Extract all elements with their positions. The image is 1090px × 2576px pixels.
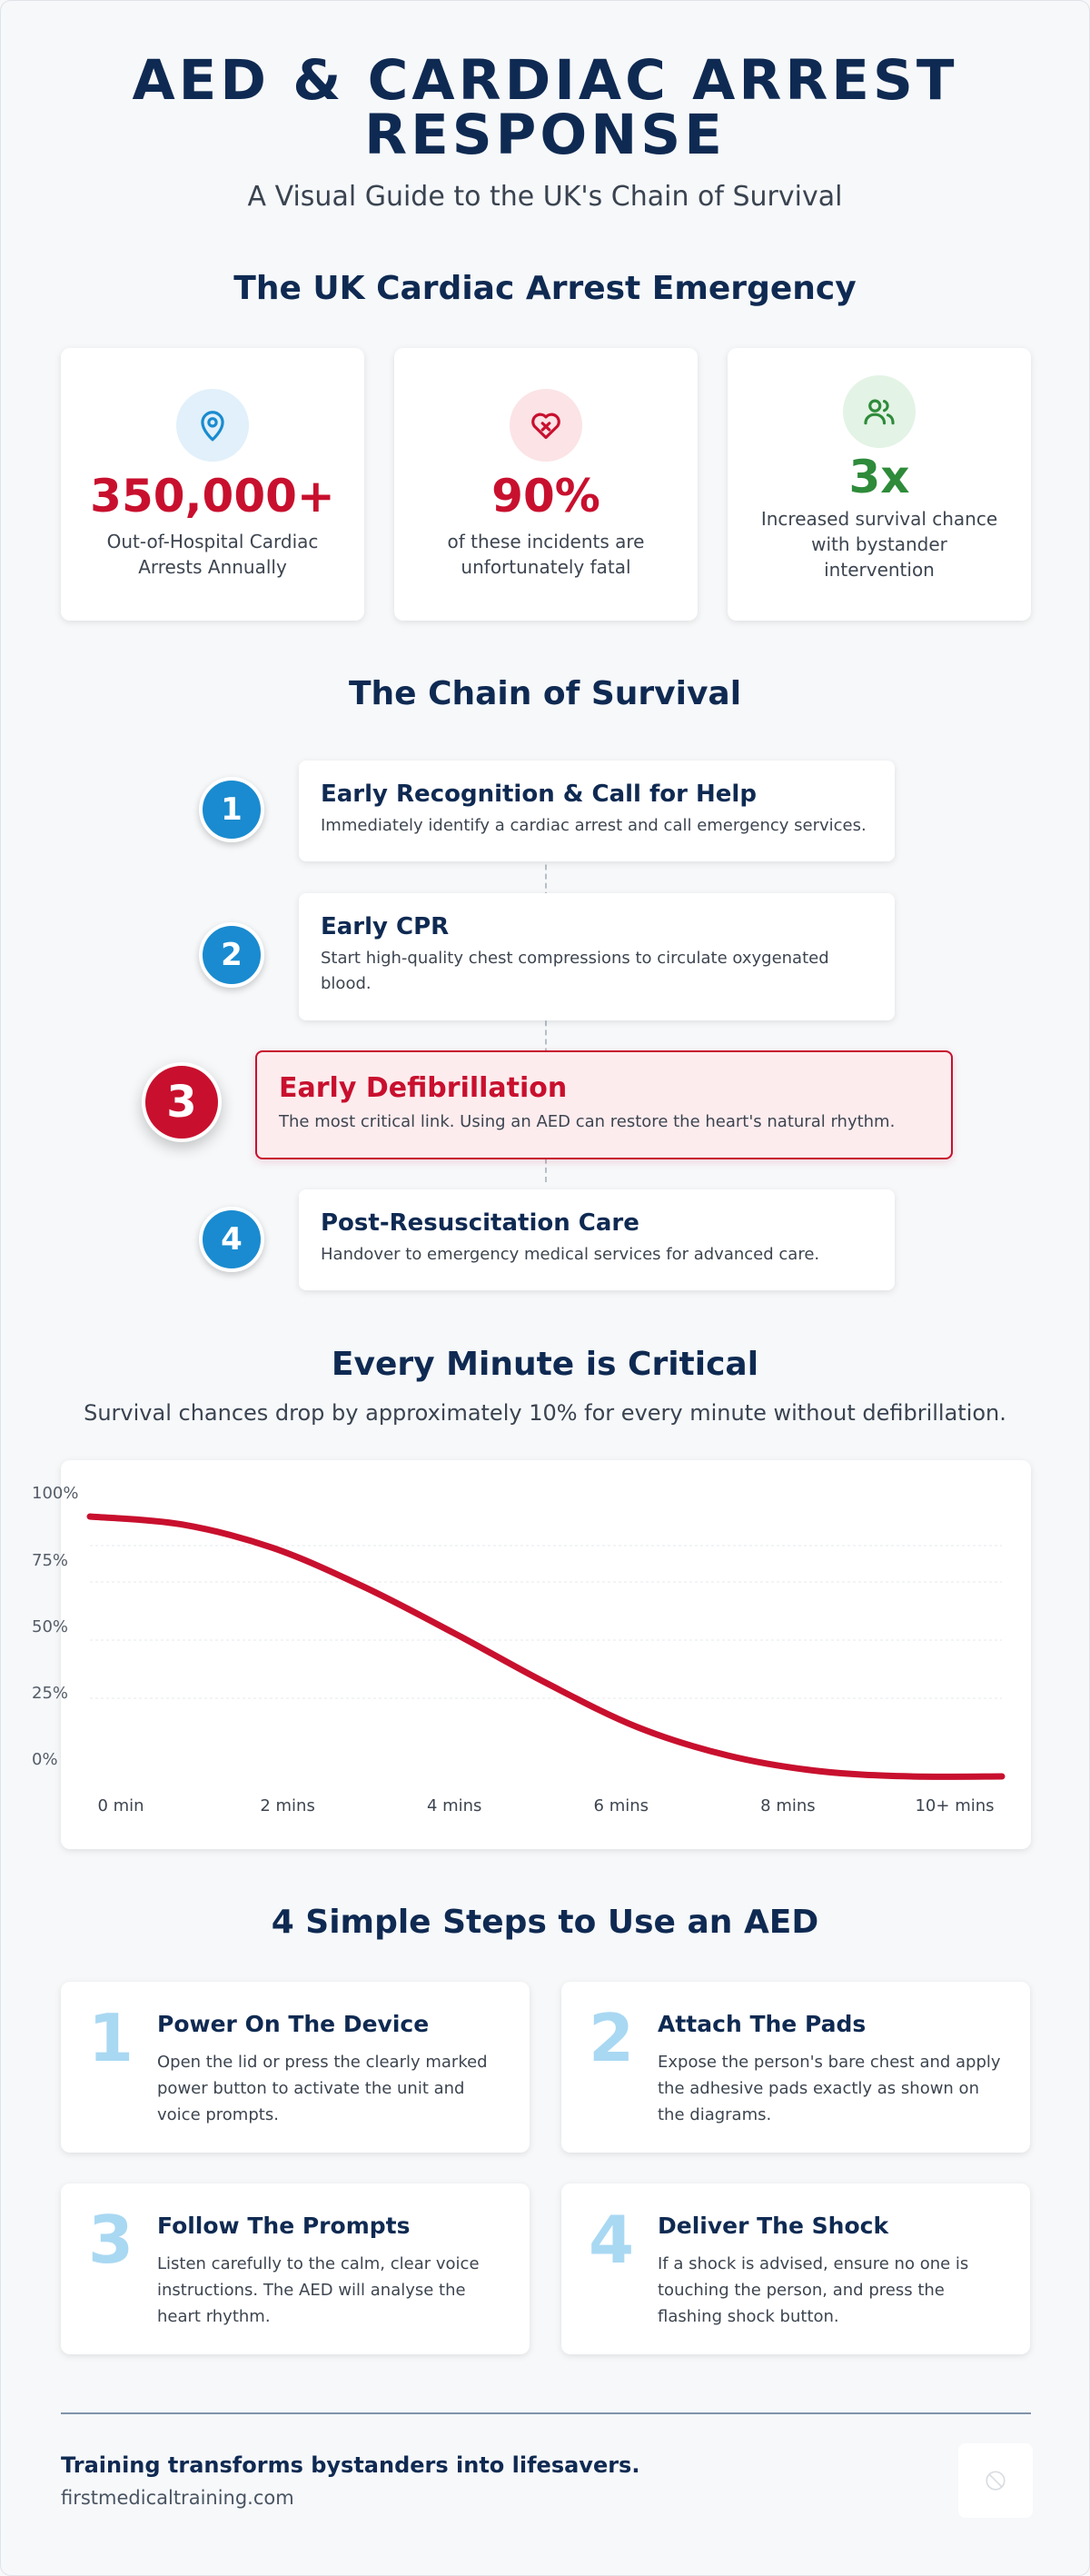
footer-divider [61,2412,1031,2414]
chart-x-tick-label: 4 mins [427,1796,482,1815]
page-title-line-2: RESPONSE [364,103,726,167]
stat-value: 350,000+ [90,470,335,522]
stat-label: of these incidents are unfortunately fat… [447,531,645,578]
chain-step-card: Early Recognition & Call for Help Immedi… [299,761,895,861]
aed-step-card: 2 Attach The Pads Expose the person's ba… [561,1982,1030,2153]
chain-step-card: Post-Resuscitation Care Handover to emer… [299,1189,895,1290]
aed-step-card: 3 Follow The Prompts Listen carefully to… [61,2183,530,2354]
chain-step-card-highlight: Early Defibrillation The most critical l… [255,1050,953,1159]
survival-curve-line [86,1513,1006,1780]
aed-step-description: Expose the person's bare chest and apply… [658,2053,1001,2124]
chart-card [61,1460,1031,1849]
chart-y-tick-label: 100% [32,1484,78,1503]
aed-step-title: Power On The Device [157,2011,430,2037]
stat-card-fatality: 90% of these incidents are unfortunately… [394,348,698,621]
chart-y-tick-label: 0% [32,1750,58,1769]
chart-x-tick-label: 6 mins [594,1796,649,1815]
page-subtitle: A Visual Guide to the UK's Chain of Surv… [247,181,843,213]
chain-step-description: Start high-quality chest compressions to… [321,949,829,993]
chart-x-tick-label: 2 mins [260,1796,315,1815]
chart-x-tick-label: 10+ mins [915,1796,994,1815]
chain-step-title: Early Defibrillation [279,1072,568,1104]
aed-step-number: 2 [589,2000,635,2076]
aed-step-number: 1 [88,2000,134,2076]
stat-value: 3x [848,451,910,503]
users-icon [843,375,916,448]
page-title-line-1: AED & CARDIAC ARREST [132,48,958,113]
chain-heading: The Chain of Survival [348,675,742,712]
survival-chart: 100% 75% 50% 25% 0% 0 min 2 mins 4 mins 6 mins 8 … [32,1484,1006,1815]
footer-website-link[interactable]: firstmedicaltraining.com [61,2487,294,2509]
chart-x-tick-label: 8 mins [760,1796,816,1815]
chain-step-description: The most critical link. Using an AED can… [279,1112,896,1131]
chart-y-tick-label: 50% [32,1617,68,1636]
critical-heading: Every Minute is Critical [331,1346,759,1383]
chart-y-tick-label: 75% [32,1551,68,1570]
stat-value: 90% [491,470,600,522]
aed-step-number: 3 [88,2202,134,2278]
chart-x-tick-label: 0 min [97,1796,144,1815]
broken-heart-icon [510,389,582,462]
page-title: AED & CARDIAC ARREST RESPONSE [1,48,1089,167]
aed-step-description: Open the lid or press the clearly marked… [157,2053,488,2124]
aed-step-card: 1 Power On The Device Open the lid or pr… [61,1982,530,2153]
chain-step-description: Handover to emergency medical services f… [321,1245,820,1264]
chain-step-number: 2 [199,922,264,988]
chain-step-title: Early Recognition & Call for Help [321,781,757,808]
chain-step-card: Early CPR Start high-quality chest compr… [299,893,895,1020]
chain-step-title: Early CPR [321,913,450,940]
aed-step-number: 4 [589,2202,635,2278]
aed-step-title: Attach The Pads [658,2011,867,2037]
chain-step-number: 4 [199,1207,264,1272]
chain-step-number: 1 [199,777,264,842]
no-image-icon [958,2443,1033,2518]
chain-step-number-highlight: 3 [142,1062,222,1142]
critical-subtitle: Survival chances drop by approximately 1… [84,1400,1006,1426]
stat-label: Increased survival chance with bystander… [760,508,998,581]
stat-card-arrests: 350,000+ Out-of-Hospital Cardiac Arrests… [61,348,364,621]
aed-step-title: Follow The Prompts [157,2213,411,2239]
map-pin-icon [176,389,249,462]
stat-card-bystander: 3x Increased survival chance with bystan… [728,348,1031,621]
stat-label: Out-of-Hospital Cardiac Arrests Annually [106,531,319,578]
chart-y-tick-label: 25% [32,1684,68,1703]
aed-step-card: 4 Deliver The Shock If a shock is advise… [561,2183,1030,2354]
aed-step-title: Deliver The Shock [658,2213,889,2239]
aed-step-description: If a shock is advised, ensure no one is … [658,2254,969,2326]
chain-step-description: Immediately identify a cardiac arrest an… [321,816,867,835]
chain-step-title: Post-Resuscitation Care [321,1209,639,1237]
aed-heading: 4 Simple Steps to Use an AED [271,1904,819,1941]
footer-tagline: Training transforms bystanders into life… [61,2452,640,2478]
aed-step-description: Listen carefully to the calm, clear voic… [157,2254,480,2326]
emergency-heading: The UK Cardiac Arrest Emergency [233,270,857,307]
